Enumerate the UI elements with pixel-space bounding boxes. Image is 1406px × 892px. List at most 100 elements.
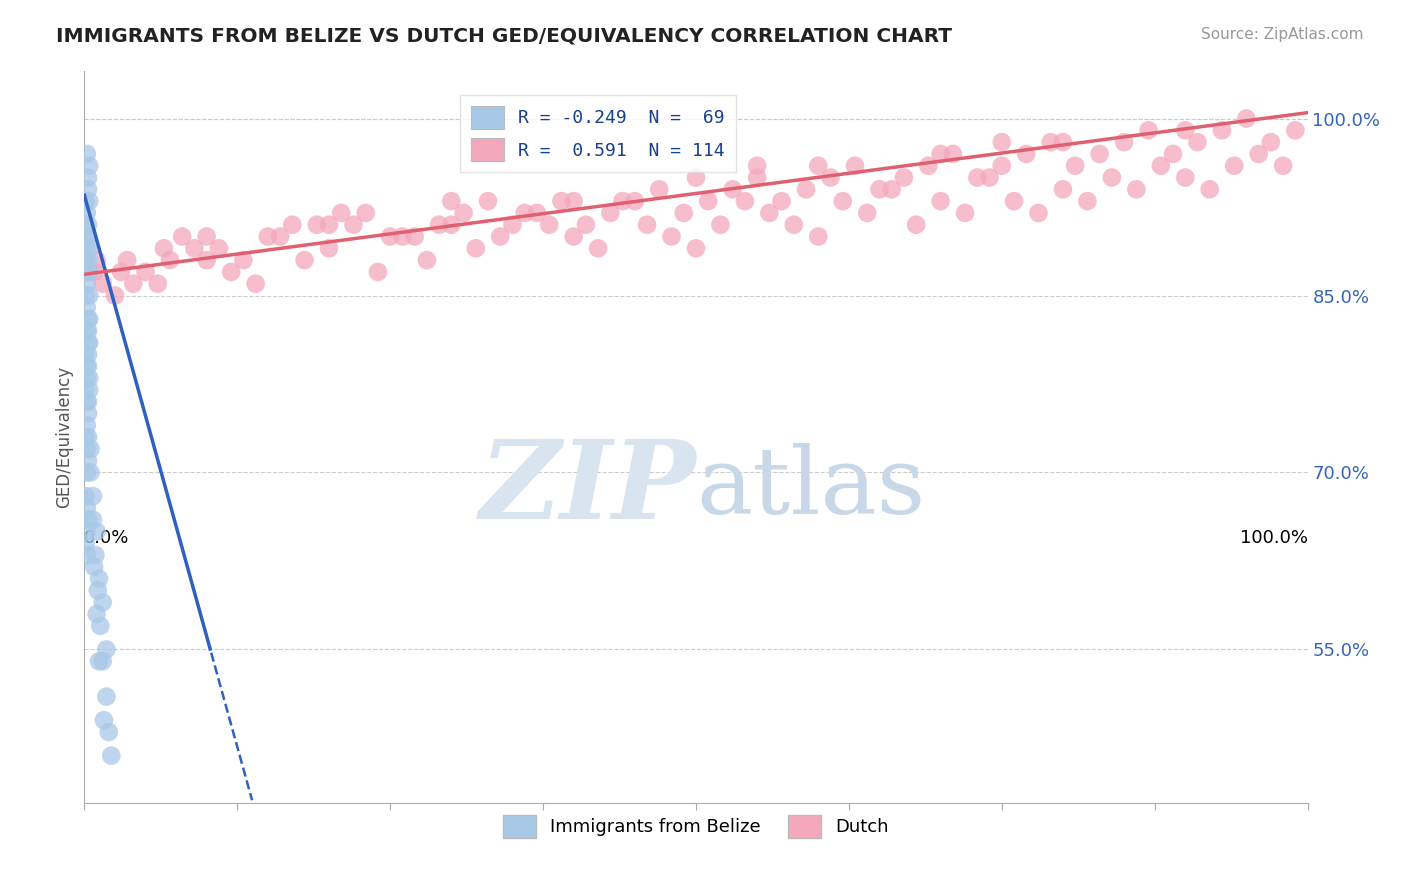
Point	[76, 548, 98, 562]
Point	[807, 159, 830, 173]
Text: atlas: atlas	[696, 443, 925, 533]
Point	[232, 253, 254, 268]
Point	[89, 619, 111, 633]
Point	[77, 265, 100, 279]
Point	[257, 229, 280, 244]
Point	[77, 335, 100, 350]
Point	[1064, 159, 1087, 173]
Point	[942, 147, 965, 161]
Point	[77, 324, 100, 338]
Point	[82, 513, 104, 527]
Point	[76, 466, 98, 480]
Point	[1015, 147, 1038, 161]
Point	[269, 229, 291, 244]
Point	[453, 206, 475, 220]
Text: 0.0%: 0.0%	[84, 528, 129, 547]
Point	[219, 265, 242, 279]
Point	[342, 218, 364, 232]
Point	[77, 407, 100, 421]
Point	[1211, 123, 1233, 137]
Point	[76, 147, 98, 161]
Point	[77, 359, 100, 374]
Text: IMMIGRANTS FROM BELIZE VS DUTCH GED/EQUIVALENCY CORRELATION CHART: IMMIGRANTS FROM BELIZE VS DUTCH GED/EQUI…	[56, 27, 952, 45]
Point	[115, 253, 138, 268]
Point	[76, 394, 98, 409]
Point	[77, 347, 100, 361]
Point	[86, 253, 108, 268]
Point	[96, 642, 118, 657]
Point	[87, 583, 110, 598]
Point	[783, 218, 806, 232]
Point	[1076, 194, 1098, 208]
Point	[76, 324, 98, 338]
Point	[612, 194, 634, 208]
Point	[97, 725, 120, 739]
Point	[586, 241, 609, 255]
Point	[354, 206, 377, 220]
Point	[1198, 182, 1220, 196]
Point	[96, 690, 118, 704]
Point	[77, 335, 100, 350]
Point	[538, 218, 561, 232]
Point	[721, 182, 744, 196]
Point	[440, 218, 463, 232]
Point	[75, 288, 97, 302]
Point	[245, 277, 267, 291]
Point	[77, 430, 100, 444]
Point	[77, 312, 100, 326]
Point	[87, 654, 110, 668]
Point	[318, 241, 340, 255]
Point	[84, 548, 107, 562]
Point	[77, 265, 100, 279]
Point	[1039, 135, 1062, 149]
Point	[404, 229, 426, 244]
Point	[416, 253, 439, 268]
Point	[697, 194, 720, 208]
Point	[502, 218, 524, 232]
Point	[1272, 159, 1295, 173]
Point	[1002, 194, 1025, 208]
Point	[820, 170, 842, 185]
Point	[100, 748, 122, 763]
Legend: Immigrants from Belize, Dutch: Immigrants from Belize, Dutch	[496, 807, 896, 845]
Point	[76, 301, 98, 315]
Point	[82, 489, 104, 503]
Point	[77, 218, 100, 232]
Point	[76, 500, 98, 515]
Point	[709, 218, 731, 232]
Point	[93, 713, 115, 727]
Point	[75, 194, 97, 208]
Point	[929, 194, 952, 208]
Point	[917, 159, 939, 173]
Point	[75, 489, 97, 503]
Point	[75, 218, 97, 232]
Point	[77, 194, 100, 208]
Point	[685, 241, 707, 255]
Point	[76, 359, 98, 374]
Point	[905, 218, 928, 232]
Point	[208, 241, 231, 255]
Point	[1088, 147, 1111, 161]
Point	[77, 182, 100, 196]
Point	[966, 170, 988, 185]
Point	[661, 229, 683, 244]
Point	[770, 194, 793, 208]
Point	[135, 265, 157, 279]
Point	[599, 206, 621, 220]
Point	[831, 194, 853, 208]
Point	[1028, 206, 1050, 220]
Point	[562, 229, 585, 244]
Point	[844, 159, 866, 173]
Point	[79, 466, 101, 480]
Point	[77, 229, 100, 244]
Point	[195, 229, 218, 244]
Point	[427, 218, 450, 232]
Point	[1260, 135, 1282, 149]
Point	[1223, 159, 1246, 173]
Point	[1125, 182, 1147, 196]
Point	[77, 159, 100, 173]
Point	[464, 241, 486, 255]
Point	[440, 194, 463, 208]
Point	[1174, 170, 1197, 185]
Point	[77, 513, 100, 527]
